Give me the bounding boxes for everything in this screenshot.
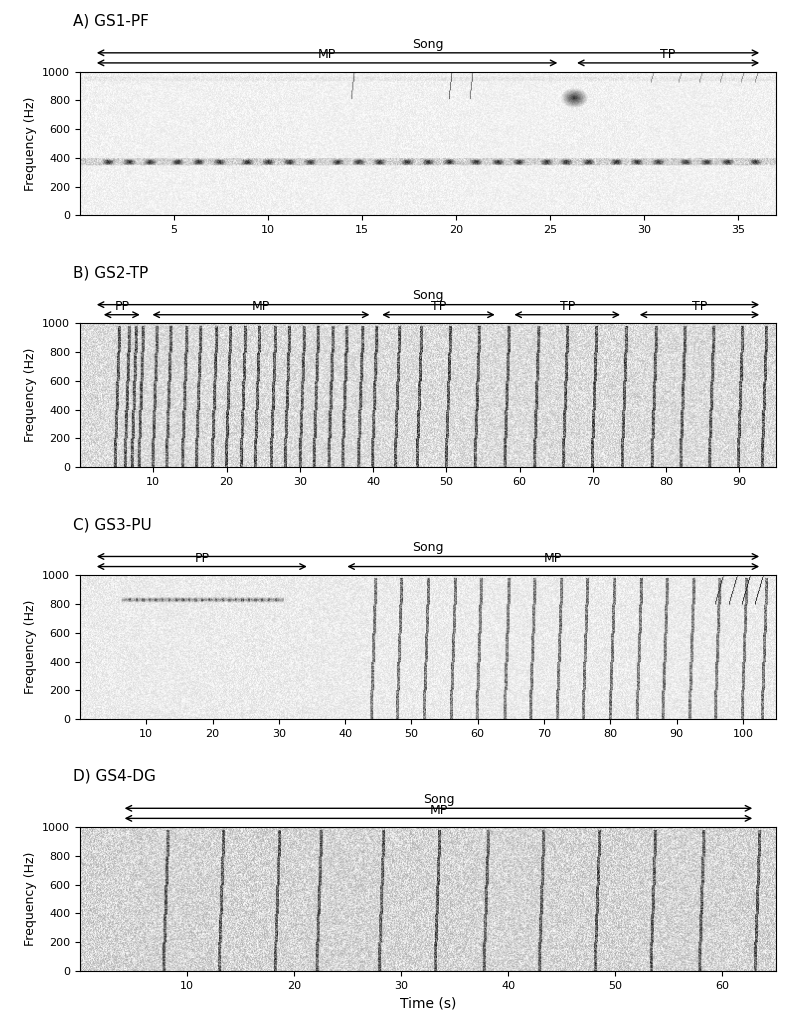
Y-axis label: Frequency (Hz): Frequency (Hz)	[24, 96, 37, 191]
Text: A) GS1-PF: A) GS1-PF	[73, 13, 149, 29]
Text: MP: MP	[430, 804, 447, 817]
Y-axis label: Frequency (Hz): Frequency (Hz)	[24, 349, 37, 443]
Text: PP: PP	[194, 552, 210, 565]
Text: MP: MP	[318, 48, 336, 61]
Text: D) GS4-DG: D) GS4-DG	[73, 769, 156, 784]
Y-axis label: Frequency (Hz): Frequency (Hz)	[24, 851, 37, 946]
Text: PP: PP	[114, 300, 130, 314]
Text: Song: Song	[422, 793, 454, 806]
X-axis label: Time (s): Time (s)	[400, 996, 456, 1010]
Text: TP: TP	[431, 300, 446, 314]
Text: Song: Song	[412, 542, 444, 554]
Text: B) GS2-TP: B) GS2-TP	[73, 265, 148, 280]
Text: Song: Song	[412, 289, 444, 303]
Y-axis label: Frequency (Hz): Frequency (Hz)	[24, 600, 37, 694]
Text: C) GS3-PU: C) GS3-PU	[73, 517, 152, 532]
Text: TP: TP	[559, 300, 575, 314]
Text: MP: MP	[252, 300, 270, 314]
Text: Song: Song	[412, 38, 444, 51]
Text: MP: MP	[544, 552, 562, 565]
Text: TP: TP	[692, 300, 707, 314]
Text: TP: TP	[661, 48, 676, 61]
